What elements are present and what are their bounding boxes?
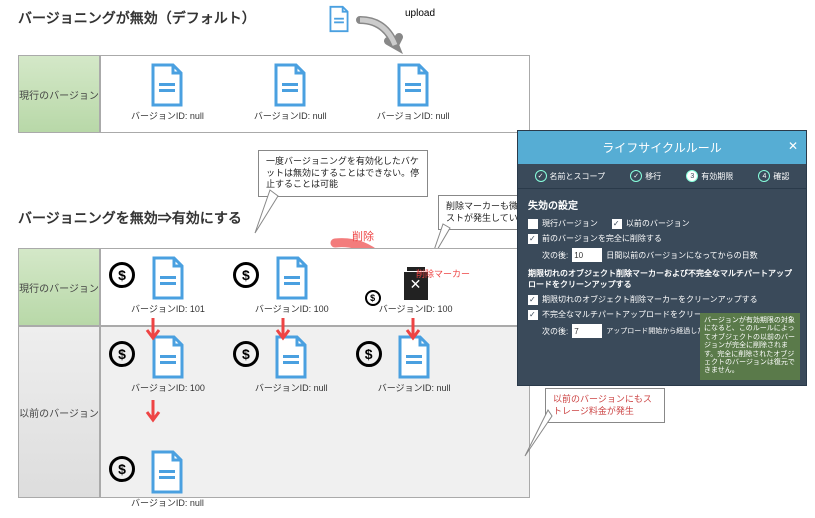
step-2[interactable]: ✓移行 <box>630 170 661 182</box>
wizard-steps: ✓名前とスコープ ✓移行 3有効期限 4確認 <box>518 164 806 189</box>
version-id: バージョンID: 100 <box>255 302 329 315</box>
callout-versioning-note: 一度バージョニングを有効化したバケットは無効にすることはできない。停止することは… <box>258 150 428 197</box>
dollar-icon: $ <box>233 262 259 288</box>
version-id: バージョンID: null <box>131 109 204 122</box>
row-label-current-2: 現行のバージョン <box>18 248 100 326</box>
version-id: バージョンID: 100 <box>379 302 453 315</box>
red-arrow-icon <box>143 316 163 344</box>
delete-marker-label: 削除マーカー <box>416 267 470 280</box>
checkbox-label: 前のバージョンを完全に削除する <box>542 233 662 244</box>
cleanup-heading: 期限切れのオブジェクト削除マーカーおよび不完全なマルチパートアップロードをクリー… <box>528 268 796 290</box>
row-label-previous: 以前のバージョン <box>18 326 100 498</box>
checkbox-delete-prev[interactable] <box>528 234 538 244</box>
title-enabled: バージョニングを無効⇒有効にする <box>18 208 242 228</box>
dollar-icon: $ <box>109 456 135 482</box>
close-icon[interactable]: ✕ <box>788 139 798 153</box>
file-item: $ バージョンID: 101 <box>131 256 205 315</box>
step-4[interactable]: 4確認 <box>758 170 789 182</box>
version-id: バージョンID: null <box>377 109 450 122</box>
red-arrow-icon <box>273 316 293 344</box>
checkbox-previous[interactable] <box>612 219 622 229</box>
row-body-current: $ バージョンID: 101 $ バージョンID: 100 $ ✕ バージョンI… <box>100 248 530 326</box>
title-disabled: バージョニングが無効（デフォルト） <box>18 8 256 28</box>
checkbox-delete-marker[interactable] <box>528 295 538 305</box>
version-id: バージョンID: null <box>255 381 328 394</box>
file-item: $ バージョンID: 100 <box>255 256 329 315</box>
file-item: バージョンID: null <box>254 63 327 122</box>
step-label: 有効期限 <box>701 171 733 182</box>
step-label: 名前とスコープ <box>550 171 606 182</box>
file-icon <box>395 63 431 107</box>
dollar-icon: $ <box>233 341 259 367</box>
file-item: バージョンID: null <box>131 63 204 122</box>
version-id: バージョンID: null <box>131 496 204 509</box>
dollar-icon: $ <box>356 341 382 367</box>
dollar-icon: $ <box>365 290 381 306</box>
file-icon <box>272 63 308 107</box>
multi-days-input[interactable] <box>572 324 602 338</box>
section-heading: 失効の設定 <box>528 197 796 212</box>
checkbox-label: 以前のバージョン <box>626 218 690 229</box>
dollar-icon: $ <box>109 341 135 367</box>
file-icon <box>328 5 350 33</box>
red-arrow-icon <box>143 398 163 426</box>
version-id: バージョンID: null <box>254 109 327 122</box>
callout-prev-cost: 以前のバージョンにもストレージ料金が発生 <box>545 388 665 423</box>
panel-title: ライフサイクルルール ✕ <box>518 131 806 164</box>
callout-tail <box>520 408 555 463</box>
file-icon <box>150 256 186 300</box>
checkbox-label: 不完全なマルチパートアップロードをクリー <box>542 309 702 320</box>
file-item: バージョンID: null <box>377 63 450 122</box>
days-suffix: 日間以前のバージョンになってからの日数 <box>606 250 757 261</box>
version-id: バージョンID: 101 <box>131 302 205 315</box>
row-body-disabled: バージョンID: null バージョンID: null バージョンID: nul… <box>100 55 530 133</box>
lifecycle-panel: ライフサイクルルール ✕ ✓名前とスコープ ✓移行 3有効期限 4確認 失効の設… <box>517 130 807 386</box>
step-label: 移行 <box>645 171 661 182</box>
checkbox-multipart[interactable] <box>528 310 538 320</box>
file-icon <box>149 63 185 107</box>
row-body-previous: $ バージョンID: 100 $ バージョンID: null $ バージョンID… <box>100 326 530 498</box>
callout-tail <box>250 188 280 248</box>
step-3[interactable]: 3有効期限 <box>686 170 733 182</box>
dollar-icon: $ <box>109 262 135 288</box>
checkbox-label: 現行バージョン <box>542 218 598 229</box>
step-label: 確認 <box>773 171 789 182</box>
step-1[interactable]: ✓名前とスコープ <box>535 170 606 182</box>
version-id: バージョンID: 100 <box>131 381 205 394</box>
days-input[interactable] <box>572 248 602 262</box>
row-label-current-1: 現行のバージョン <box>18 55 100 133</box>
panel-body: 失効の設定 現行バージョン 以前のバージョン 前のバージョンを完全に削除する 次… <box>518 189 806 350</box>
panel-tip: バージョンが有効期限の対象になると、このルールによってオブジェクトの以前のバージ… <box>700 313 800 380</box>
file-item: $ バージョンID: null <box>131 450 204 509</box>
file-icon <box>149 450 185 494</box>
panel-title-text: ライフサイクルルール <box>602 141 721 155</box>
days-label: 次の後: <box>542 326 568 337</box>
version-id: バージョンID: null <box>378 381 451 394</box>
red-arrow-icon <box>403 316 423 344</box>
checkbox-label: 期限切れのオブジェクト削除マーカーをクリーンアップする <box>542 294 758 305</box>
file-icon <box>274 256 310 300</box>
checkbox-current[interactable] <box>528 219 538 229</box>
days-label: 次の後: <box>542 250 568 261</box>
